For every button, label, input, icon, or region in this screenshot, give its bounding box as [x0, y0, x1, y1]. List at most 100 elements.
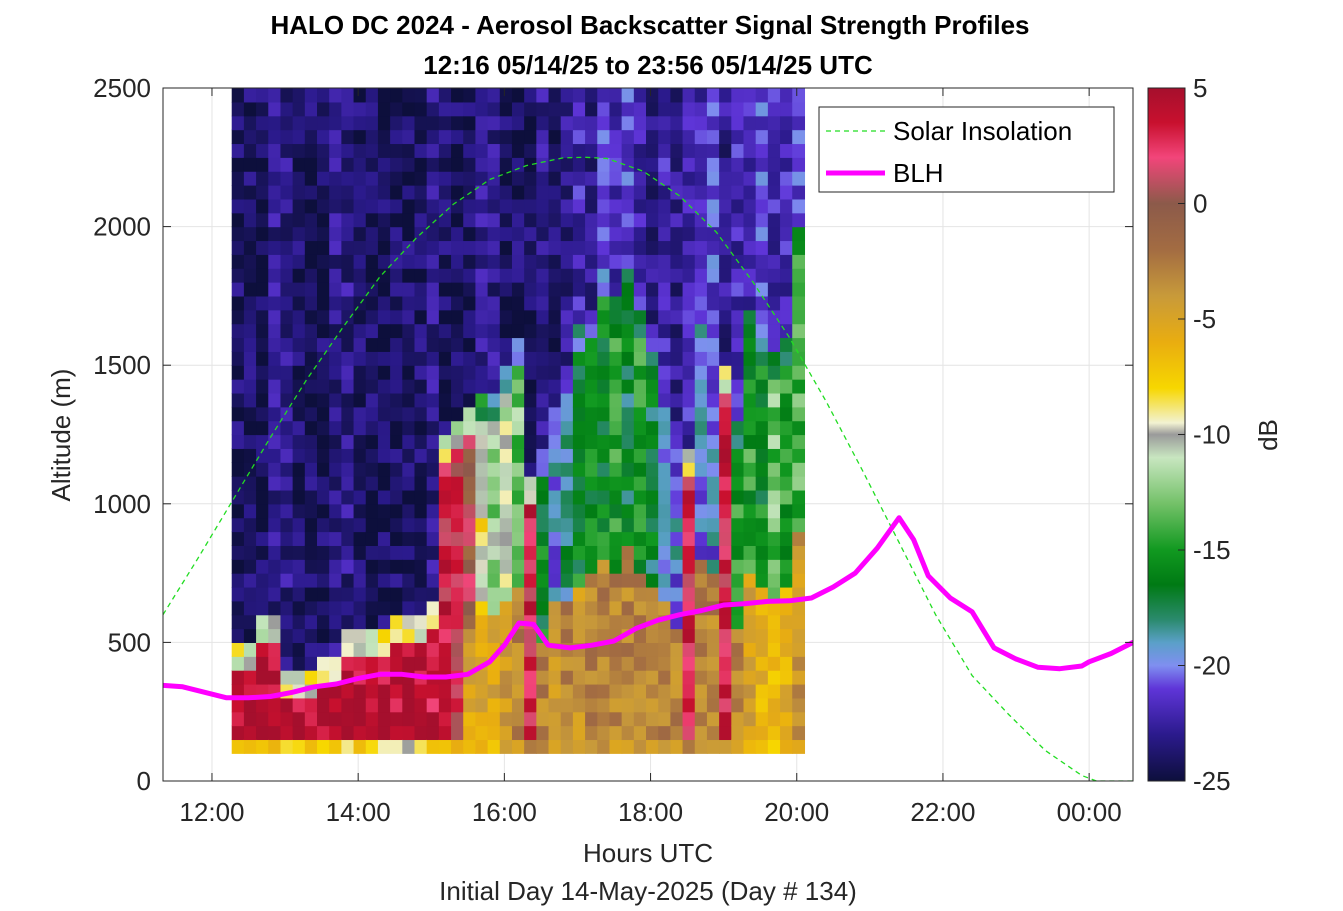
- heatmap-cell: [377, 392, 391, 408]
- heatmap-cell: [317, 697, 330, 713]
- heatmap-cell: [646, 434, 659, 449]
- heatmap-cell: [524, 697, 537, 713]
- heatmap-cell: [621, 489, 635, 505]
- heatmap-cell: [560, 406, 574, 422]
- heatmap-cell: [341, 198, 355, 214]
- heatmap-cell: [329, 462, 342, 477]
- heatmap-cell: [231, 392, 245, 408]
- heatmap-cell: [231, 240, 245, 255]
- heatmap-cell: [475, 420, 489, 436]
- heatmap-cell: [280, 254, 294, 269]
- heatmap-cell: [706, 379, 720, 394]
- heatmap-cell: [280, 198, 294, 214]
- heatmap-cell: [243, 268, 257, 283]
- heatmap-cell: [304, 101, 318, 117]
- heatmap-cell: [341, 656, 355, 671]
- heatmap-cell: [780, 365, 793, 380]
- heatmap-cell: [731, 129, 745, 145]
- heatmap-cell: [511, 185, 525, 200]
- heatmap-cell: [365, 559, 379, 574]
- heatmap-cell: [670, 268, 684, 283]
- heatmap-cell: [438, 739, 452, 754]
- heatmap-cell: [341, 559, 355, 574]
- heatmap-cell: [585, 489, 598, 505]
- heatmap-cell: [390, 476, 403, 491]
- heatmap-cell: [426, 309, 440, 325]
- heatmap-cell: [572, 129, 586, 145]
- heatmap-cell: [256, 240, 269, 255]
- heatmap-cell: [719, 434, 732, 449]
- heatmap-cell: [719, 323, 732, 339]
- heatmap-cell: [731, 226, 745, 242]
- heatmap-cell: [304, 392, 318, 408]
- heatmap-cell: [706, 670, 720, 685]
- heatmap-cell: [621, 392, 635, 408]
- heatmap-cell: [329, 517, 342, 533]
- heatmap-cell: [646, 670, 659, 685]
- heatmap-cell: [243, 101, 257, 117]
- heatmap-cell: [780, 711, 793, 727]
- heatmap-cell: [304, 531, 318, 546]
- colorbar-tick-label: -5: [1193, 304, 1216, 334]
- heatmap-cell: [402, 129, 416, 145]
- heatmap-cell: [341, 351, 355, 366]
- heatmap-cell: [463, 351, 477, 366]
- heatmap-cell: [585, 157, 598, 172]
- heatmap-cell: [268, 406, 282, 422]
- heatmap-cell: [317, 531, 330, 546]
- heatmap-cell: [792, 143, 806, 158]
- heatmap-cell: [353, 628, 367, 643]
- heatmap-cell: [658, 489, 671, 505]
- heatmap-cell: [451, 420, 464, 436]
- heatmap-cell: [609, 642, 623, 657]
- heatmap-cell: [390, 642, 403, 657]
- heatmap-cell: [353, 295, 367, 311]
- heatmap-cell: [646, 628, 659, 643]
- heatmap-cell: [780, 656, 793, 671]
- heatmap-cell: [585, 198, 598, 214]
- heatmap-cell: [609, 670, 623, 685]
- heatmap-cell: [706, 559, 720, 574]
- heatmap-cell: [633, 517, 647, 533]
- heatmap-cell: [572, 670, 586, 685]
- heatmap-cell: [377, 559, 391, 574]
- heatmap-cell: [670, 697, 684, 713]
- heatmap-cell: [743, 573, 757, 588]
- heatmap-cell: [341, 323, 355, 339]
- heatmap-cell: [597, 573, 611, 588]
- heatmap-cell: [414, 434, 428, 449]
- heatmap-cell: [621, 226, 635, 242]
- heatmap-cell: [292, 725, 306, 741]
- heatmap-cell: [755, 268, 769, 283]
- heatmap-cell: [243, 489, 257, 505]
- heatmap-cell: [670, 379, 684, 394]
- heatmap-cell: [390, 337, 403, 352]
- heatmap-cell: [780, 489, 793, 505]
- heatmap-cell: [536, 586, 550, 602]
- heatmap-cell: [621, 115, 635, 131]
- heatmap-cell: [268, 365, 282, 380]
- heatmap-cell: [548, 739, 562, 754]
- heatmap-cell: [426, 697, 440, 713]
- heatmap-cell: [572, 683, 586, 699]
- heatmap-cell: [621, 503, 635, 519]
- heatmap-cell: [256, 157, 269, 172]
- heatmap-cell: [487, 531, 501, 546]
- heatmap-cell: [390, 711, 403, 727]
- heatmap-cell: [243, 711, 257, 727]
- heatmap-cell: [609, 725, 623, 741]
- heatmap-cell: [292, 212, 306, 228]
- heatmap-cell: [402, 725, 416, 741]
- heatmap-cell: [511, 268, 525, 283]
- heatmap-cell: [438, 254, 452, 269]
- heatmap-cell: [317, 503, 330, 519]
- heatmap-cell: [329, 697, 342, 713]
- heatmap-cell: [499, 545, 513, 560]
- heatmap-cell: [743, 351, 757, 366]
- heatmap-cell: [682, 88, 696, 103]
- heatmap-cell: [390, 420, 403, 436]
- heatmap-cell: [280, 642, 294, 657]
- heatmap-cell: [280, 185, 294, 200]
- heatmap-cell: [377, 476, 391, 491]
- heatmap-cell: [243, 448, 257, 463]
